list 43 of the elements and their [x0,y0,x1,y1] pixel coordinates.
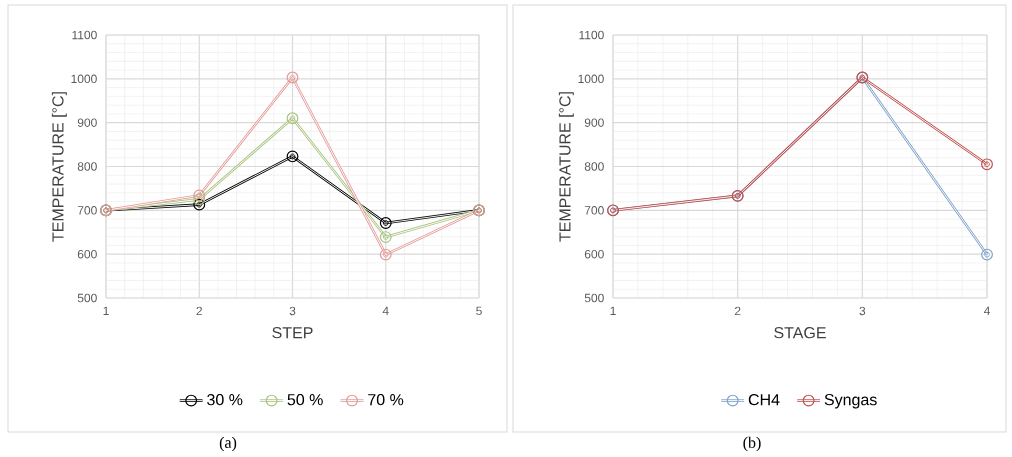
y-tick-label: 900 [77,118,97,127]
x-axis-title: STEP [272,327,313,339]
y-tick-label: 500 [77,293,97,303]
legend-label: 50 % [287,393,323,406]
legend-label: 30 % [207,393,243,406]
y-axis-title: TEMPERATURE [°C] [51,92,67,242]
x-tick-label: 2 [196,306,202,316]
point [981,248,993,261]
x-axis-title: STAGE [774,327,826,339]
point [379,217,392,229]
y-tick-label: 700 [77,206,97,215]
y-tick-label: 800 [77,162,97,171]
text: (b) [743,436,761,452]
y-tick-label: 1100 [72,30,97,40]
y-tick-label: 1100 [579,30,604,40]
x-tick-label: 5 [476,306,482,316]
y-tick-label: 600 [77,249,97,259]
y-tick-label: 900 [584,118,604,127]
y-tick-label: 1000 [71,74,97,84]
x-tick-label: 2 [734,306,741,316]
x-tick-label: 3 [289,306,296,316]
x-tick-label: 1 [103,306,109,315]
y-tick-label: 500 [584,293,604,303]
legend-label: CH4 [748,393,780,406]
legend-label: 70 % [368,393,404,406]
point [379,248,392,261]
y-tick-label: 800 [584,162,604,171]
x-tick-label: 4 [983,306,990,315]
point [193,198,206,211]
legend-label: Syngas [824,393,877,409]
y-axis-title: TEMPERATURE [°C] [558,92,574,242]
point [286,150,299,163]
point [379,231,392,244]
y-tick-label: 1000 [578,74,604,84]
y-tick-label: 600 [584,249,604,259]
point [193,189,206,202]
text: (a) [219,436,237,452]
y-tick-label: 700 [584,206,604,215]
point [286,71,299,84]
x-tick-label: 4 [382,306,389,315]
point [286,112,299,125]
x-tick-label: 1 [610,306,616,315]
x-tick-label: 3 [859,306,866,316]
